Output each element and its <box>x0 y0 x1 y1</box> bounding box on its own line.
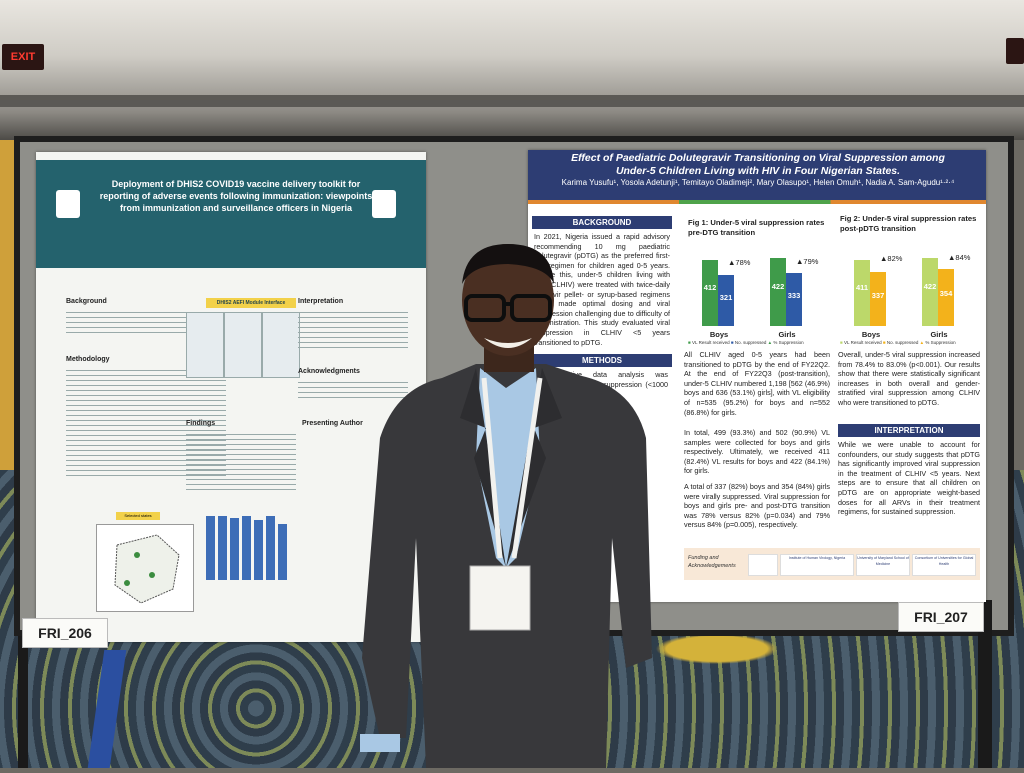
header-stripe <box>528 200 986 204</box>
background-heading: BACKGROUND <box>532 216 672 229</box>
fig2-chart: 411 337 ▲82% Boys 422 354 ▲84% Girls <box>840 242 980 339</box>
funding-label: Funding and Acknowledgements <box>688 555 736 569</box>
left-poster-header <box>36 160 426 268</box>
screenshot-thumbnail <box>262 312 300 378</box>
exit-sign-left: EXIT <box>2 44 44 70</box>
category-label: Boys <box>861 330 881 339</box>
chart-bar: 333 <box>786 272 802 326</box>
fig2-title: Fig 2: Under-5 viral suppression rates p… <box>840 214 977 233</box>
section-heading: Methodology <box>66 356 110 363</box>
bar-value-label: 411 <box>855 283 869 293</box>
nigeria-map <box>96 524 194 612</box>
map-label: Selected states <box>116 512 160 520</box>
legend-item: % Suppression <box>773 340 804 345</box>
percent-label: ▲82% <box>880 254 903 264</box>
legend-item: VL Result received <box>691 340 730 345</box>
chart-bar: 422 <box>770 258 786 326</box>
overall-text: Overall, under-5 viral suppression incre… <box>838 350 980 407</box>
left-poster: Deployment of DHIS2 COVID19 vaccine deli… <box>36 152 426 642</box>
module-label: DHIS2 AEFI Module Interface <box>206 298 296 308</box>
results-text-2: In total, 499 (93.3%) and 502 (90.9%) VL… <box>684 428 830 476</box>
chart-bar: 354 <box>938 269 954 326</box>
chart-bar: 321 <box>718 274 734 326</box>
bar-value-label: 333 <box>787 291 801 301</box>
chart-bar: 411 <box>854 260 870 326</box>
right-poster-header <box>528 150 986 200</box>
section-text <box>298 382 408 402</box>
chart-bar: 412 <box>702 260 718 326</box>
methods-heading: METHODS <box>532 354 672 367</box>
left-poster-bar-chart <box>202 510 296 590</box>
legend-item: No. suppressed <box>734 340 767 345</box>
board-leg <box>18 636 28 768</box>
fig2-legend: ■ VL Result received ■ No. suppressed ▲ … <box>840 340 956 345</box>
screenshot-thumbnail <box>224 312 262 378</box>
section-text <box>186 434 296 492</box>
results-text-3: A total of 337 (82%) boys and 354 (84%) … <box>684 482 830 530</box>
bar-value-label: 337 <box>871 290 885 300</box>
right-poster-title: Effect of Paediatric Dolutegravir Transi… <box>548 152 968 178</box>
bar-value-label: 354 <box>939 289 953 299</box>
chart-bar: 422 <box>922 258 938 326</box>
presenter <box>356 238 660 768</box>
category-label: Girls <box>778 330 796 339</box>
legend-item: % Suppression <box>925 340 956 345</box>
booth-label-right: FRI_207 <box>898 602 984 632</box>
results-text-1: All CLHIV aged 0-5 years had been transi… <box>684 350 830 417</box>
funding-bar: Funding and Acknowledgements Institute o… <box>684 548 980 580</box>
percent-label: ▲79% <box>796 256 819 266</box>
board-leg <box>978 600 992 768</box>
fig1-chart: 412 321 ▲78% Boys 422 333 ▲79% Girls <box>688 242 828 339</box>
logo <box>372 190 396 218</box>
screenshot-thumbnail <box>186 312 224 378</box>
category-label: Girls <box>930 330 948 339</box>
section-text <box>298 312 408 352</box>
logo <box>748 554 778 576</box>
logo <box>56 190 80 218</box>
booth-label-left: FRI_206 <box>22 618 108 648</box>
cugh-logo: Consortium of Universities for Global He… <box>912 554 976 576</box>
section-heading: Acknowledgments <box>298 368 360 375</box>
category-label: Boys <box>709 330 729 339</box>
bar-value-label: 422 <box>771 282 785 292</box>
interpretation-heading: INTERPRETATION <box>838 424 980 437</box>
exit-sign-right <box>1006 38 1024 64</box>
fig1-title: Fig 1: Under-5 viral suppression rates p… <box>688 218 825 237</box>
interpretation-text: While we were unable to account for conf… <box>838 440 980 517</box>
section-heading: Presenting Author <box>302 420 363 427</box>
title-line-1: Effect of Paediatric Dolutegravir Transi… <box>571 152 945 164</box>
percent-label: ▲78% <box>728 257 751 267</box>
background-text: In 2021, Nigeria issued a rapid advisory… <box>534 232 670 347</box>
ceiling <box>0 0 1024 140</box>
percent-label: ▲84% <box>948 252 971 262</box>
bar-value-label: 412 <box>703 283 717 293</box>
bar-value-label: 422 <box>923 282 937 292</box>
legend-item: No. suppressed <box>886 340 919 345</box>
right-poster: Effect of Paediatric Dolutegravir Transi… <box>528 150 986 602</box>
chart-bar: 337 <box>870 272 886 326</box>
left-poster-title: Deployment of DHIS2 COVID19 vaccine deli… <box>99 179 373 213</box>
ihvn-logo: Institute of Human Virology, Nigeria <box>780 554 854 576</box>
bar-value-label: 321 <box>719 292 733 302</box>
legend-item: VL Result received <box>843 340 882 345</box>
authors: Karima Yusufu¹, Yosola Adetunji¹, Temita… <box>561 178 955 187</box>
title-line-2: Under-5 Children Living with HIV in Four… <box>615 165 901 177</box>
fig1-legend: ■ VL Result received ■ No. suppressed ▲ … <box>688 340 804 345</box>
ceiling-beam <box>0 95 1024 107</box>
section-heading: Findings <box>186 420 216 427</box>
section-heading: Interpretation <box>298 298 344 305</box>
section-heading: Background <box>66 298 107 305</box>
umaryland-logo: University of Maryland School of Medicin… <box>856 554 910 576</box>
